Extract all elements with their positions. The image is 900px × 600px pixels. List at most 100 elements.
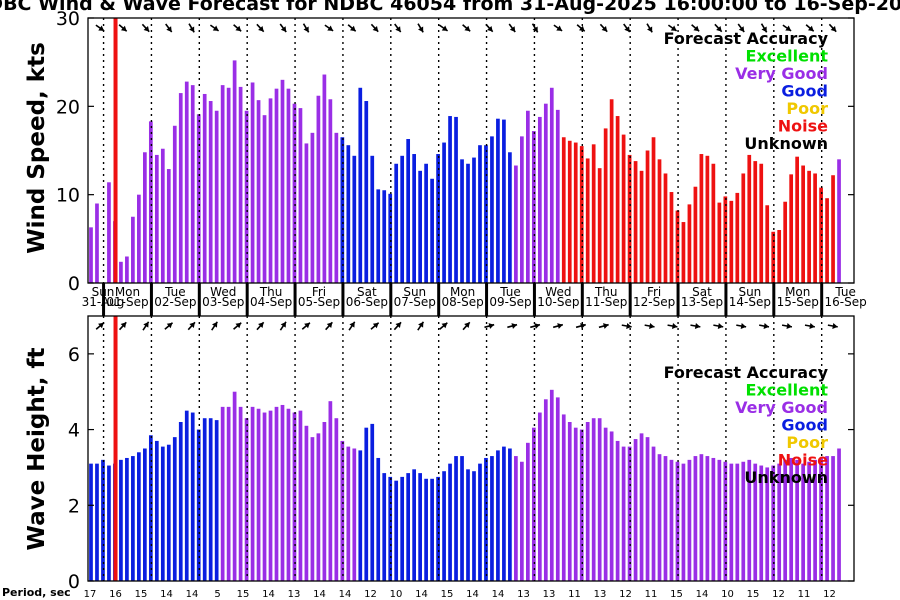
- bar: [280, 79, 285, 283]
- bar: [771, 231, 776, 283]
- bar: [819, 457, 823, 581]
- direction-arrow: [209, 24, 220, 32]
- bar: [813, 173, 817, 283]
- bar: [412, 469, 416, 581]
- period-value: 12: [364, 589, 377, 600]
- bar: [699, 154, 704, 283]
- bar: [771, 465, 776, 581]
- direction-arrow: [737, 23, 745, 33]
- direction-arrow: [187, 321, 196, 331]
- bar: [131, 216, 135, 283]
- bar: [561, 137, 566, 283]
- bar: [208, 101, 213, 283]
- day-date: 06-Sep: [346, 295, 388, 309]
- period-value: 13: [517, 589, 530, 600]
- bar: [472, 157, 476, 283]
- day-date: 16-Sep: [825, 295, 867, 309]
- direction-arrow: [279, 23, 287, 33]
- period-value: 5: [214, 589, 220, 600]
- direction-arrow: [828, 23, 837, 33]
- period-value: 11: [568, 589, 581, 600]
- direction-arrow: [118, 321, 127, 331]
- direction-arrow: [347, 24, 357, 32]
- bar: [663, 456, 668, 581]
- bar: [322, 422, 327, 581]
- bar: [693, 456, 698, 581]
- bar: [107, 465, 111, 581]
- bar: [801, 165, 805, 283]
- bar: [376, 457, 381, 581]
- bar: [561, 414, 566, 581]
- period-value: 12: [619, 589, 632, 600]
- day-date: 05-Sep: [298, 295, 340, 309]
- bar: [789, 174, 794, 283]
- bar: [526, 442, 530, 581]
- direction-arrow: [118, 24, 128, 32]
- direction-arrow: [530, 323, 541, 329]
- bar: [603, 128, 608, 283]
- legend-entry: Noise: [778, 117, 828, 136]
- bar: [520, 136, 524, 283]
- bar: [753, 161, 758, 283]
- y-tick-label: 2: [68, 495, 80, 517]
- direction-arrow: [462, 321, 471, 331]
- period-value: 15: [670, 589, 683, 600]
- legend-entry: Excellent: [746, 381, 829, 400]
- bar: [424, 163, 428, 283]
- bar: [220, 85, 225, 283]
- bar: [316, 95, 321, 283]
- direction-arrow: [256, 23, 265, 33]
- bar: [268, 98, 273, 283]
- direction-arrow: [370, 322, 380, 330]
- bar: [430, 178, 434, 283]
- bar: [442, 471, 446, 581]
- bar: [202, 93, 207, 283]
- bar: [609, 431, 614, 581]
- bar: [125, 256, 129, 283]
- direction-arrow: [691, 24, 700, 32]
- direction-arrow: [484, 323, 495, 329]
- bar: [316, 433, 321, 581]
- direction-arrow: [576, 24, 586, 32]
- bar: [831, 175, 835, 283]
- bar: [322, 74, 327, 283]
- direction-arrow: [233, 322, 242, 330]
- direction-arrow: [142, 321, 150, 331]
- bar: [184, 410, 189, 581]
- bar: [651, 446, 656, 581]
- bar: [759, 465, 764, 581]
- wave-day-gridlines: [102, 316, 823, 581]
- bar: [406, 139, 411, 283]
- day-weekday: Sun: [738, 285, 761, 299]
- bar: [502, 119, 506, 283]
- direction-arrow: [279, 321, 287, 331]
- day-weekday: Sat: [692, 285, 712, 299]
- bar: [633, 161, 638, 283]
- bar: [244, 110, 249, 283]
- bar: [531, 131, 536, 283]
- bar: [831, 456, 835, 581]
- bar: [753, 463, 758, 581]
- bar: [645, 150, 650, 283]
- bar: [382, 190, 387, 283]
- direction-arrow: [393, 321, 402, 331]
- bar: [639, 433, 644, 581]
- direction-arrow: [141, 23, 150, 33]
- direction-arrow: [621, 323, 632, 329]
- bar: [304, 425, 309, 581]
- direction-arrow: [301, 322, 311, 330]
- bar: [334, 132, 339, 283]
- bar: [388, 476, 393, 581]
- bar: [280, 404, 285, 581]
- y-tick-label: 0: [68, 273, 80, 295]
- bar: [376, 189, 381, 283]
- bar: [585, 158, 590, 283]
- bar: [514, 165, 518, 283]
- bar: [837, 448, 841, 581]
- period-value: 14: [415, 589, 428, 600]
